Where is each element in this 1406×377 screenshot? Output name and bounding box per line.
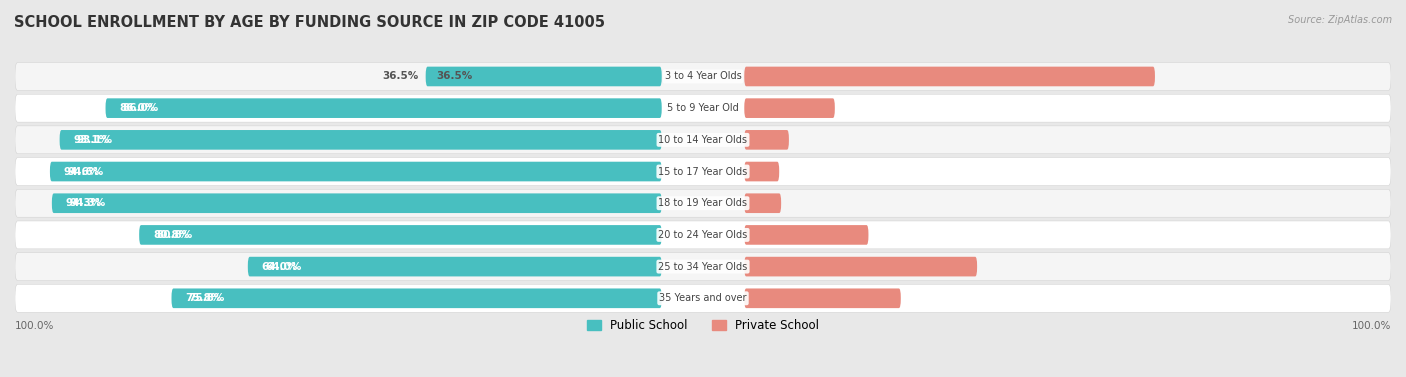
Text: 93.1%: 93.1% [77, 135, 112, 145]
FancyBboxPatch shape [15, 284, 1391, 312]
Text: 100.0%: 100.0% [1351, 321, 1391, 331]
Text: 94.6%: 94.6% [67, 167, 104, 176]
FancyBboxPatch shape [15, 221, 1391, 249]
FancyBboxPatch shape [744, 257, 977, 276]
Text: 94.3%: 94.3% [69, 198, 105, 208]
FancyBboxPatch shape [51, 162, 662, 181]
FancyBboxPatch shape [744, 162, 779, 181]
FancyBboxPatch shape [426, 67, 662, 86]
Text: 64.0%: 64.0% [264, 262, 301, 271]
FancyBboxPatch shape [744, 288, 901, 308]
FancyBboxPatch shape [105, 98, 662, 118]
Text: 36.5%: 36.5% [436, 72, 472, 81]
Text: 18 to 19 Year Olds: 18 to 19 Year Olds [658, 198, 748, 208]
Text: 3 to 4 Year Olds: 3 to 4 Year Olds [665, 72, 741, 81]
Text: 25 to 34 Year Olds: 25 to 34 Year Olds [658, 262, 748, 271]
Text: 80.8%: 80.8% [156, 230, 193, 240]
Text: 10 to 14 Year Olds: 10 to 14 Year Olds [658, 135, 748, 145]
FancyBboxPatch shape [744, 130, 789, 150]
Text: SCHOOL ENROLLMENT BY AGE BY FUNDING SOURCE IN ZIP CODE 41005: SCHOOL ENROLLMENT BY AGE BY FUNDING SOUR… [14, 15, 605, 30]
Legend: Public School, Private School: Public School, Private School [581, 313, 825, 338]
Text: 75.8%: 75.8% [188, 293, 225, 303]
FancyBboxPatch shape [59, 130, 662, 150]
Text: 75.8%: 75.8% [186, 293, 222, 303]
FancyBboxPatch shape [744, 225, 869, 245]
FancyBboxPatch shape [139, 225, 662, 245]
FancyBboxPatch shape [247, 257, 662, 276]
Text: Source: ZipAtlas.com: Source: ZipAtlas.com [1288, 15, 1392, 25]
Text: 35 Years and over: 35 Years and over [659, 293, 747, 303]
Text: 64.0%: 64.0% [262, 262, 298, 271]
FancyBboxPatch shape [744, 193, 782, 213]
FancyBboxPatch shape [744, 67, 1154, 86]
FancyBboxPatch shape [172, 288, 662, 308]
FancyBboxPatch shape [15, 253, 1391, 280]
FancyBboxPatch shape [15, 63, 1391, 90]
Text: 5 to 9 Year Old: 5 to 9 Year Old [666, 103, 740, 113]
Text: 15 to 17 Year Olds: 15 to 17 Year Olds [658, 167, 748, 176]
Text: 94.3%: 94.3% [66, 198, 101, 208]
Text: 100.0%: 100.0% [15, 321, 55, 331]
Text: 36.5%: 36.5% [382, 72, 419, 81]
Text: 94.6%: 94.6% [63, 167, 100, 176]
Text: 20 to 24 Year Olds: 20 to 24 Year Olds [658, 230, 748, 240]
FancyBboxPatch shape [15, 126, 1391, 154]
FancyBboxPatch shape [15, 189, 1391, 217]
Text: 86.0%: 86.0% [122, 103, 159, 113]
Text: 86.0%: 86.0% [120, 103, 156, 113]
FancyBboxPatch shape [52, 193, 662, 213]
Text: 80.8%: 80.8% [153, 230, 190, 240]
FancyBboxPatch shape [15, 94, 1391, 122]
FancyBboxPatch shape [15, 158, 1391, 185]
Text: 93.1%: 93.1% [73, 135, 110, 145]
FancyBboxPatch shape [744, 98, 835, 118]
